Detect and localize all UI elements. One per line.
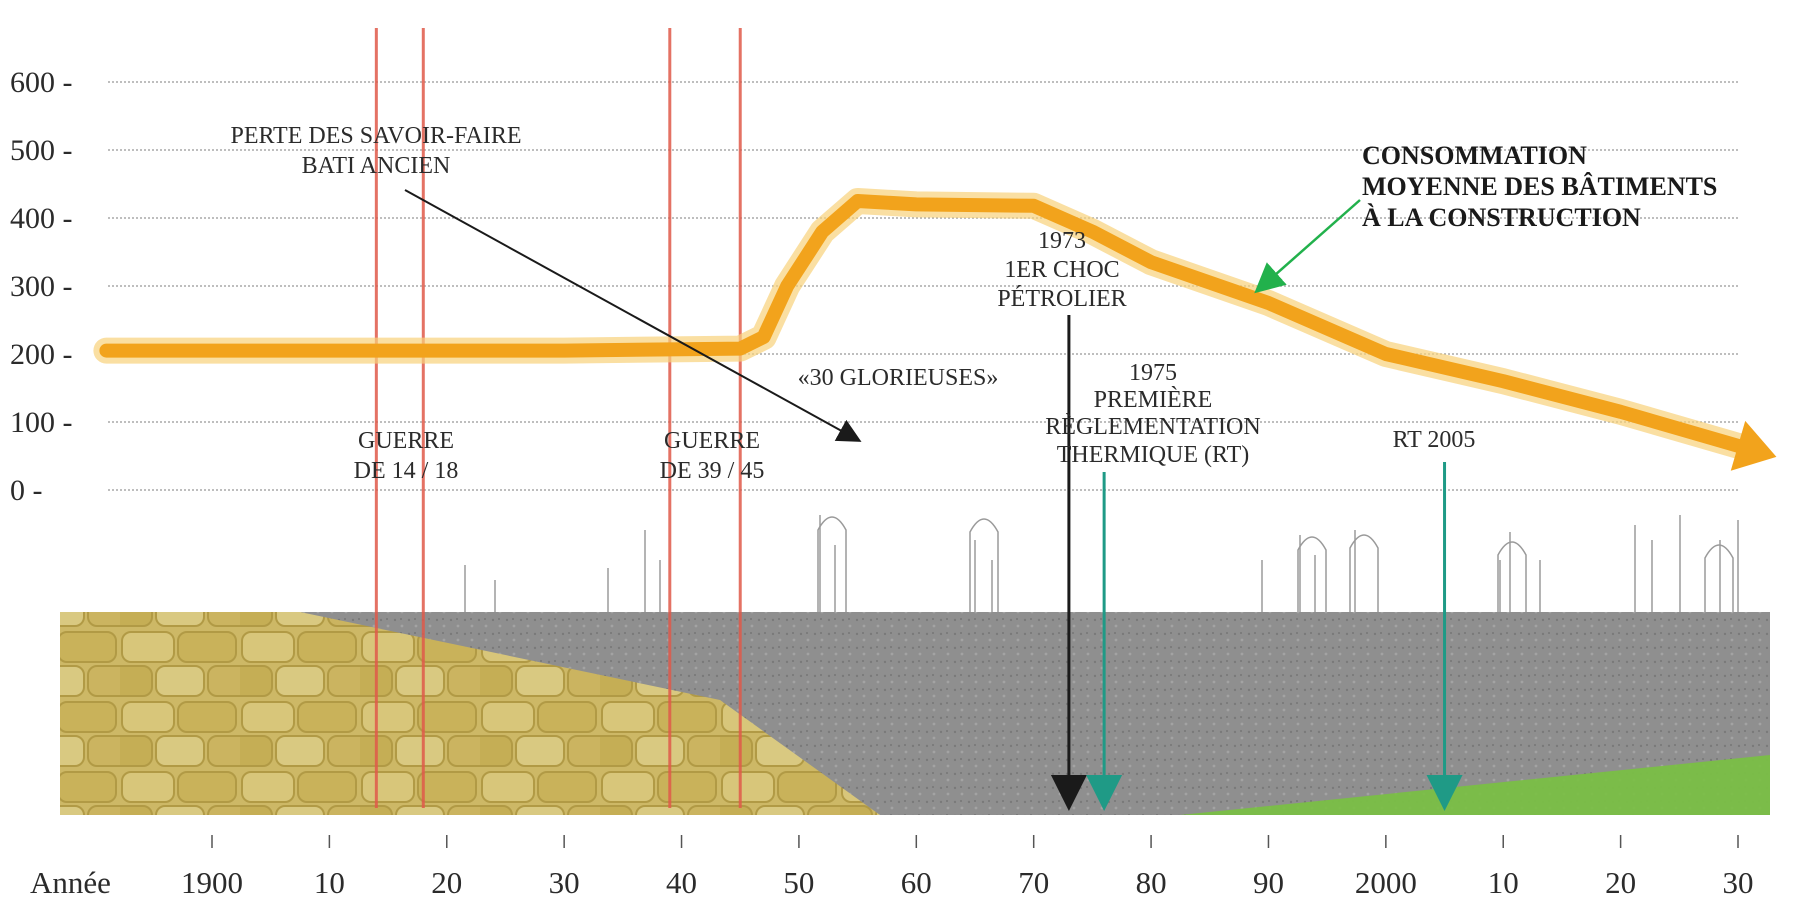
scaffold-arch (817, 516, 847, 612)
y-tick-label: 200 - (10, 338, 73, 371)
y-tick-label: 600 - (10, 66, 73, 99)
x-tick-label: 30 (549, 865, 580, 900)
annotation-line: PREMIÈRE (1094, 387, 1213, 413)
y-tick-label: 400 - (10, 202, 73, 235)
annotation-line: DE 39 / 45 (660, 458, 765, 484)
consumption-line (99, 194, 1745, 453)
annotation-line: GUERRE (358, 428, 454, 454)
annotation-line: BATI ANCIEN (302, 153, 451, 179)
annotation-line: DE 14 / 18 (354, 458, 459, 484)
x-tick-label: 40 (666, 865, 697, 900)
scaffold-arch (1297, 536, 1327, 612)
annotation-line: 1ER CHOC (1004, 257, 1119, 283)
annotation-rt-2005: RT 2005 (1393, 427, 1476, 453)
y-tick-label: 100 - (10, 406, 73, 439)
annotation-choc-petrolier: 1973 1ER CHOC PÉTROLIER (997, 228, 1126, 312)
stone-wall-band (60, 612, 880, 815)
scaffold-arch (1497, 541, 1527, 612)
annotation-line: 1973 (1038, 228, 1086, 254)
annotation-rt-1975: 1975 PREMIÈRE RÈGLEMENTATION THERMIQUE (… (1045, 360, 1260, 468)
x-tick-label: 10 (314, 865, 345, 900)
x-tick-label: 30 (1723, 865, 1754, 900)
x-axis-title: Année (30, 865, 111, 900)
x-tick-label: 80 (1136, 865, 1167, 900)
x-tick-label: 20 (1605, 865, 1636, 900)
scaffold-arch (969, 518, 999, 612)
y-tick-label: 0 - (10, 474, 43, 507)
annotation-line: RÈGLEMENTATION (1045, 414, 1260, 440)
legend-line: MOYENNE DES BÂTIMENTS (1362, 172, 1717, 201)
consumption-series (93, 188, 1777, 471)
x-tick-label: 60 (901, 865, 932, 900)
x-axis: 1900 10 20 30 40 50 60 70 80 90 2000 10 20 30 (181, 835, 1754, 900)
y-tick-label: 500 - (10, 134, 73, 167)
scaffold-arch (1349, 534, 1379, 612)
savoir-faire-arrow (404, 189, 862, 442)
annotation-consumption-legend: CONSOMMATION MOYENNE DES BÂTIMENTS À LA … (1362, 141, 1717, 232)
x-tick-label: 20 (431, 865, 462, 900)
legend-line: CONSOMMATION (1362, 141, 1587, 170)
x-tick-label: 1900 (181, 865, 243, 900)
y-tick-label: 300 - (10, 270, 73, 303)
annotation-line: PÉTROLIER (997, 286, 1126, 312)
legend-line: À LA CONSTRUCTION (1362, 203, 1641, 232)
y-axis: 600 - 500 - 400 - 300 - 200 - 100 - 0 - (10, 66, 73, 507)
annotation-war-2: GUERRE DE 39 / 45 (660, 428, 765, 484)
annotation-line: THERMIQUE (RT) (1057, 442, 1250, 468)
ground-illustration (60, 612, 1770, 815)
x-tick-label: 90 (1253, 865, 1284, 900)
annotation-line: 1975 (1129, 360, 1177, 386)
concrete-building-band (300, 612, 1770, 815)
construction-scaffold-sketches (464, 515, 1739, 612)
scaffold-arch (1704, 544, 1734, 612)
annotation-savoir-faire: PERTE DES SAVOIR-FAIRE BATI ANCIEN (230, 123, 521, 179)
annotation-glorieuses: «30 GLORIEUSES» (798, 365, 999, 391)
legend-arrow (1254, 199, 1361, 294)
x-tick-label: 50 (783, 865, 814, 900)
x-tick-label: 70 (1018, 865, 1049, 900)
war-event-lines (374, 28, 742, 808)
consumption-line-glow (93, 188, 1751, 459)
annotation-line: GUERRE (664, 428, 760, 454)
x-tick-label: 2000 (1355, 865, 1417, 900)
consumption-arrowhead (1730, 420, 1777, 471)
insulation-layer (1180, 755, 1770, 815)
annotation-line: PERTE DES SAVOIR-FAIRE (230, 123, 521, 149)
x-tick-label: 10 (1488, 865, 1519, 900)
annotation-war-1: GUERRE DE 14 / 18 (354, 428, 459, 484)
